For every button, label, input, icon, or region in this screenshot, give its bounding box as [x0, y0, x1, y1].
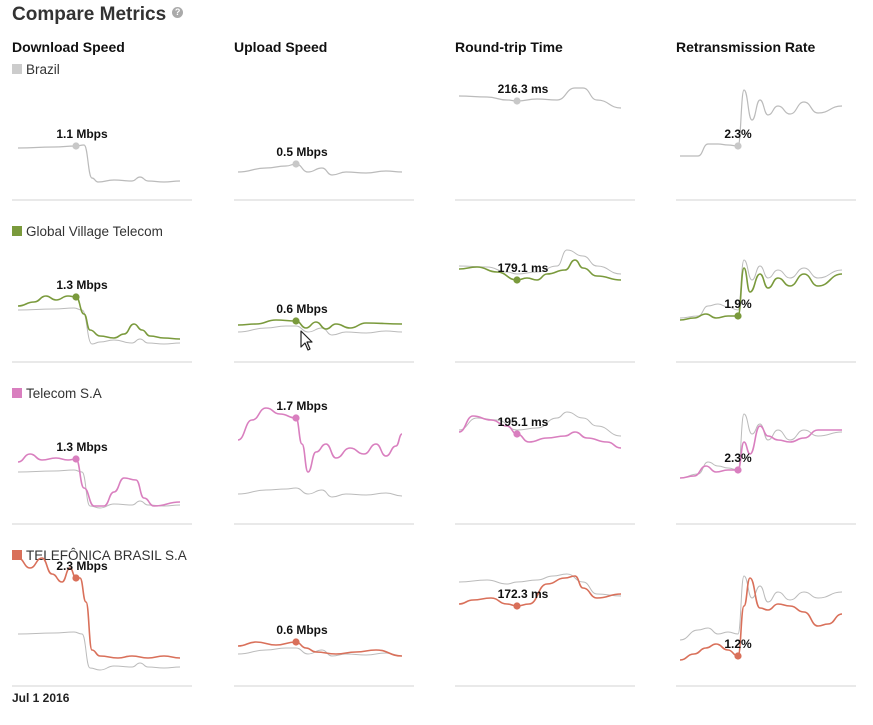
row-label-text: TELEFÔNICA BRASIL S.A	[26, 548, 187, 563]
row-label-text: Telecom S.A	[26, 386, 102, 401]
reference-line-brazil-retransmission-rate	[679, 413, 843, 479]
help-icon[interactable]: ?	[172, 7, 184, 19]
reference-line-brazil-round-trip-time	[458, 573, 622, 597]
value-marker-global-village-telecom-upload-speed[interactable]	[292, 317, 300, 325]
legend-swatch	[12, 550, 22, 560]
series-line-telecom-s-a-download-speed	[17, 453, 181, 507]
value-marker-telefonica-brasil-s-a-upload-speed[interactable]	[292, 638, 300, 646]
series-line-telecom-s-a-retransmission-rate	[679, 425, 842, 479]
row-label-brazil[interactable]: Brazil	[12, 62, 60, 77]
row-label-global-village-telecom[interactable]: Global Village Telecom	[12, 224, 163, 239]
value-label-telecom-s-a-upload-speed: 1.7 Mbps	[276, 399, 328, 413]
value-label-telecom-s-a-retransmission-rate: 2.3%	[724, 451, 752, 465]
value-label-brazil-upload-speed: 0.5 Mbps	[276, 145, 328, 159]
value-marker-telefonica-brasil-s-a-retransmission-rate[interactable]	[734, 652, 742, 660]
x-axis-label: Jul 1 2016	[12, 691, 70, 705]
value-marker-brazil-round-trip-time[interactable]	[513, 97, 521, 105]
value-marker-global-village-telecom-retransmission-rate[interactable]	[734, 312, 742, 320]
value-marker-brazil-download-speed[interactable]	[72, 142, 80, 150]
row-label-text: Global Village Telecom	[26, 224, 163, 239]
value-label-brazil-download-speed: 1.1 Mbps	[56, 127, 108, 141]
value-marker-telecom-s-a-round-trip-time[interactable]	[513, 430, 521, 438]
row-label-text: Brazil	[26, 62, 60, 77]
reference-line-brazil-retransmission-rate	[679, 259, 843, 319]
reference-line-brazil-upload-speed	[237, 647, 403, 657]
series-line-brazil-download-speed	[17, 144, 181, 183]
row-label-telefonica-brasil[interactable]: TELEFÔNICA BRASIL S.A	[12, 548, 187, 563]
legend-swatch	[12, 388, 22, 398]
mouse-cursor-icon	[300, 330, 313, 351]
series-line-telecom-s-a-upload-speed	[237, 407, 403, 473]
value-marker-telecom-s-a-upload-speed[interactable]	[292, 414, 300, 422]
value-label-brazil-retransmission-rate: 2.3%	[724, 127, 752, 141]
page-title: Compare Metrics?	[12, 4, 184, 26]
reference-line-brazil-download-speed	[17, 631, 181, 671]
series-line-telefonica-brasil-s-a-retransmission-rate	[679, 577, 843, 661]
value-marker-brazil-upload-speed[interactable]	[292, 160, 300, 168]
series-line-brazil-retransmission-rate	[679, 89, 843, 157]
series-line-global-village-telecom-download-speed	[17, 295, 181, 340]
value-label-telefonica-brasil-s-a-round-trip-time: 172.3 ms	[498, 587, 549, 601]
value-label-global-village-telecom-upload-speed: 0.6 Mbps	[276, 302, 328, 316]
series-line-telefonica-brasil-s-a-round-trip-time	[458, 575, 622, 607]
value-label-telecom-s-a-round-trip-time: 195.1 ms	[498, 415, 549, 429]
value-marker-telefonica-brasil-s-a-round-trip-time[interactable]	[513, 602, 521, 610]
legend-swatch	[12, 64, 22, 74]
column-header-round-trip-time: Round-trip Time	[455, 39, 563, 55]
reference-line-brazil-upload-speed	[237, 325, 403, 336]
page-title-text: Compare Metrics	[12, 4, 167, 25]
reference-line-brazil-download-speed	[17, 469, 181, 509]
column-header-download-speed: Download Speed	[12, 39, 125, 55]
value-marker-global-village-telecom-download-speed[interactable]	[72, 293, 80, 301]
value-marker-telefonica-brasil-s-a-download-speed[interactable]	[72, 574, 80, 582]
value-marker-telecom-s-a-retransmission-rate[interactable]	[734, 466, 742, 474]
value-label-telefonica-brasil-s-a-upload-speed: 0.6 Mbps	[276, 623, 328, 637]
series-line-global-village-telecom-round-trip-time	[458, 259, 622, 281]
value-label-global-village-telecom-retransmission-rate: 1.9%	[724, 297, 752, 311]
value-marker-brazil-retransmission-rate[interactable]	[734, 142, 742, 150]
series-line-telecom-s-a-round-trip-time	[458, 415, 622, 449]
value-marker-global-village-telecom-round-trip-time[interactable]	[513, 276, 521, 284]
value-label-global-village-telecom-download-speed: 1.3 Mbps	[56, 278, 108, 292]
reference-line-brazil-download-speed	[17, 307, 181, 345]
value-label-brazil-round-trip-time: 216.3 ms	[498, 82, 549, 96]
row-label-telecom-sa[interactable]: Telecom S.A	[12, 386, 102, 401]
reference-line-brazil-retransmission-rate	[679, 575, 843, 641]
value-label-global-village-telecom-round-trip-time: 179.1 ms	[498, 261, 549, 275]
value-label-telefonica-brasil-s-a-retransmission-rate: 1.2%	[724, 637, 752, 651]
series-line-global-village-telecom-retransmission-rate	[679, 267, 843, 321]
column-header-retransmission-rate: Retransmission Rate	[676, 39, 816, 55]
value-marker-telecom-s-a-download-speed[interactable]	[72, 455, 80, 463]
series-line-telefonica-brasil-s-a-download-speed	[17, 557, 181, 659]
value-label-telecom-s-a-download-speed: 1.3 Mbps	[56, 440, 108, 454]
series-line-global-village-telecom-upload-speed	[237, 319, 403, 330]
value-label-telefonica-brasil-s-a-download-speed: 2.3 Mbps	[56, 559, 108, 573]
series-line-brazil-round-trip-time	[458, 87, 622, 109]
legend-swatch	[12, 226, 22, 236]
reference-line-brazil-upload-speed	[237, 487, 403, 498]
column-header-upload-speed: Upload Speed	[234, 39, 328, 55]
series-line-brazil-upload-speed	[237, 163, 403, 176]
reference-line-brazil-round-trip-time	[458, 249, 622, 275]
series-line-telefonica-brasil-s-a-upload-speed	[237, 641, 403, 657]
